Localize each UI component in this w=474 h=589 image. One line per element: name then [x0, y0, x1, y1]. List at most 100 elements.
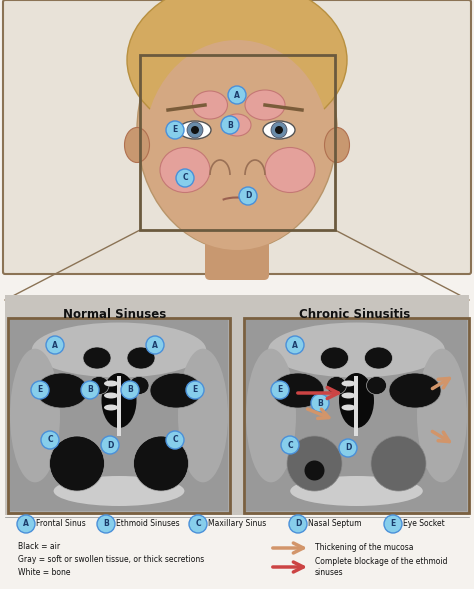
Ellipse shape	[104, 380, 118, 386]
Ellipse shape	[127, 347, 155, 369]
Text: B: B	[127, 385, 133, 395]
Text: Ethmoid Sinuses: Ethmoid Sinuses	[116, 519, 180, 528]
Circle shape	[286, 336, 304, 354]
Circle shape	[189, 515, 207, 533]
Ellipse shape	[263, 121, 295, 139]
Circle shape	[166, 431, 184, 449]
FancyBboxPatch shape	[244, 318, 469, 513]
Ellipse shape	[101, 373, 137, 428]
Text: Nasal Septum: Nasal Septum	[308, 519, 362, 528]
Ellipse shape	[89, 376, 109, 395]
FancyBboxPatch shape	[8, 318, 230, 513]
Text: A: A	[52, 340, 58, 349]
Ellipse shape	[290, 476, 423, 506]
Text: Eye Socket: Eye Socket	[403, 519, 445, 528]
Ellipse shape	[417, 349, 467, 482]
Circle shape	[97, 515, 115, 533]
Circle shape	[176, 169, 194, 187]
Circle shape	[289, 515, 307, 533]
Circle shape	[311, 394, 329, 412]
Ellipse shape	[127, 0, 347, 140]
Ellipse shape	[246, 349, 296, 482]
Ellipse shape	[366, 376, 386, 395]
Circle shape	[221, 116, 239, 134]
Text: B: B	[317, 399, 323, 408]
Circle shape	[81, 381, 99, 399]
Text: E: E	[173, 125, 178, 134]
Circle shape	[228, 86, 246, 104]
Text: Black = air: Black = air	[18, 542, 60, 551]
Ellipse shape	[54, 476, 184, 506]
FancyBboxPatch shape	[246, 320, 467, 511]
Ellipse shape	[150, 373, 202, 408]
Ellipse shape	[223, 114, 251, 136]
Ellipse shape	[320, 347, 348, 369]
Ellipse shape	[160, 147, 210, 193]
Text: Chronic Sinusitis: Chronic Sinusitis	[300, 308, 410, 321]
Ellipse shape	[134, 436, 189, 491]
Ellipse shape	[49, 436, 104, 491]
Circle shape	[31, 381, 49, 399]
Ellipse shape	[287, 436, 342, 491]
Text: White = bone: White = bone	[18, 568, 71, 577]
Ellipse shape	[32, 323, 206, 378]
Circle shape	[271, 122, 287, 138]
Ellipse shape	[178, 349, 228, 482]
Text: D: D	[345, 444, 351, 452]
FancyBboxPatch shape	[205, 230, 269, 280]
Circle shape	[166, 121, 184, 139]
Text: Complete blockage of the ethmoid
sinuses: Complete blockage of the ethmoid sinuses	[315, 557, 447, 577]
Ellipse shape	[265, 147, 315, 193]
Ellipse shape	[245, 90, 285, 120]
Circle shape	[121, 381, 139, 399]
Ellipse shape	[341, 380, 356, 386]
Ellipse shape	[371, 436, 426, 491]
Text: C: C	[287, 441, 293, 449]
Ellipse shape	[104, 392, 118, 399]
Ellipse shape	[304, 461, 325, 481]
Ellipse shape	[389, 373, 441, 408]
Text: E: E	[192, 385, 198, 395]
Circle shape	[281, 436, 299, 454]
Ellipse shape	[268, 323, 445, 378]
Text: E: E	[37, 385, 43, 395]
Text: C: C	[182, 174, 188, 183]
Circle shape	[275, 126, 283, 134]
Ellipse shape	[83, 347, 111, 369]
Text: D: D	[245, 191, 251, 200]
Ellipse shape	[327, 376, 346, 395]
Ellipse shape	[137, 10, 337, 250]
Ellipse shape	[104, 405, 118, 411]
Circle shape	[41, 431, 59, 449]
Ellipse shape	[341, 405, 356, 411]
Text: E: E	[277, 385, 283, 395]
FancyBboxPatch shape	[3, 0, 471, 274]
FancyBboxPatch shape	[5, 295, 469, 515]
Circle shape	[101, 436, 119, 454]
Text: C: C	[172, 435, 178, 445]
Circle shape	[187, 122, 203, 138]
Circle shape	[191, 126, 199, 134]
Circle shape	[239, 187, 257, 205]
Text: Frontal Sinus: Frontal Sinus	[36, 519, 86, 528]
Text: E: E	[391, 519, 396, 528]
Ellipse shape	[341, 392, 356, 399]
Text: C: C	[195, 519, 201, 528]
Ellipse shape	[125, 127, 149, 163]
Ellipse shape	[10, 349, 60, 482]
Text: Normal Sinuses: Normal Sinuses	[64, 308, 167, 321]
Ellipse shape	[36, 373, 88, 408]
Circle shape	[146, 336, 164, 354]
Text: A: A	[234, 91, 240, 100]
Text: Gray = soft or swollen tissue, or thick secretions: Gray = soft or swollen tissue, or thick …	[18, 555, 204, 564]
Circle shape	[186, 381, 204, 399]
Ellipse shape	[325, 127, 349, 163]
Ellipse shape	[145, 40, 329, 250]
Ellipse shape	[339, 373, 374, 428]
Text: A: A	[152, 340, 158, 349]
Text: A: A	[292, 340, 298, 349]
Circle shape	[17, 515, 35, 533]
Text: D: D	[107, 441, 113, 449]
Ellipse shape	[192, 91, 228, 119]
Text: B: B	[87, 385, 93, 395]
